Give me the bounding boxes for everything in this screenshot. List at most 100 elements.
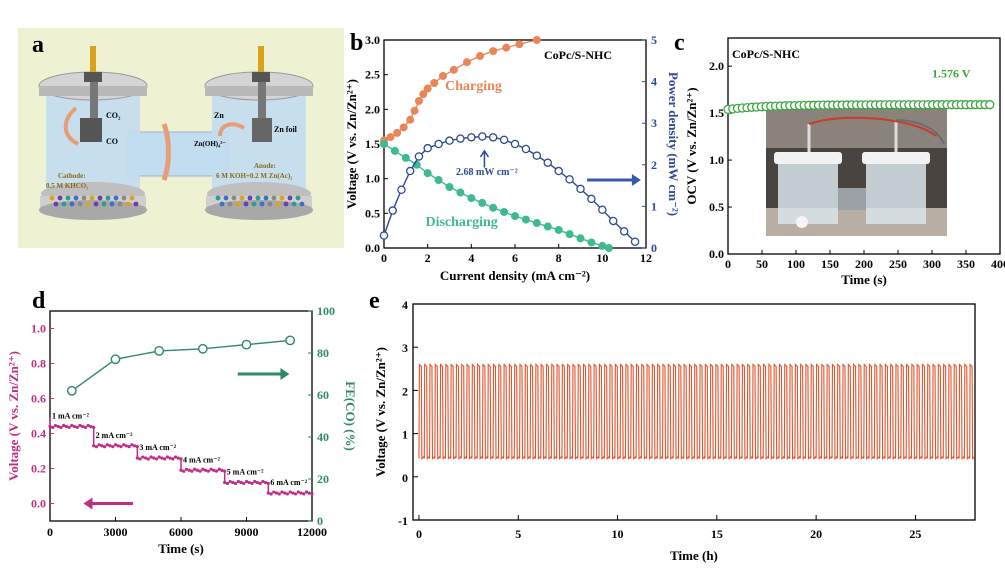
- y-left-axis-label: Voltage (V vs. Zn/Zn²⁺): [6, 351, 21, 481]
- x-tick-label: 0: [381, 251, 387, 265]
- ion-dot: [279, 195, 285, 201]
- voltage-step-point: [149, 455, 153, 459]
- discharging-point: [521, 215, 530, 224]
- y-right-tick-label: 1: [651, 199, 657, 213]
- charging-point: [515, 40, 524, 49]
- anode-lead: [258, 46, 264, 76]
- y-left-tick-label: 0.8: [31, 357, 46, 371]
- charging-point: [430, 78, 439, 87]
- ion-dot: [65, 195, 71, 201]
- ion-dot: [235, 201, 241, 207]
- x-tick-label: 0: [416, 527, 422, 541]
- voltage-step-point: [171, 457, 175, 461]
- y-left-tick-label: 1.0: [365, 172, 380, 186]
- cycling-voltage-trace: [418, 363, 975, 460]
- ion-dot: [61, 201, 67, 207]
- fe-axis-arrowhead-icon: [280, 368, 290, 380]
- fe-co-point: [241, 339, 252, 350]
- voltage-step-point: [193, 467, 197, 471]
- step-current-label: 3 mA cm⁻²: [139, 443, 176, 452]
- step-current-label: 1 mA cm⁻²: [52, 412, 89, 421]
- discharging-point: [511, 212, 519, 221]
- ion-dot: [215, 195, 221, 201]
- y-tick-label: 0: [402, 471, 408, 485]
- x-tick-label: 4: [468, 251, 474, 265]
- voltage-step-point: [280, 490, 284, 494]
- voltage-step-point: [102, 445, 107, 449]
- discharging-point: [554, 225, 563, 234]
- fe-co-point: [110, 354, 121, 365]
- ion-transport-arrow: [161, 123, 171, 181]
- ion-dot: [251, 201, 257, 207]
- ion-dot: [85, 201, 91, 207]
- y-left-tick-label: 0.6: [31, 392, 46, 406]
- zn-label: Zn: [214, 111, 224, 120]
- series-line-discharging: [383, 143, 610, 249]
- fe-co-point: [197, 343, 208, 354]
- power-density-point: [397, 185, 406, 195]
- y-left-tick-label: 0.4: [31, 427, 46, 441]
- voltage-step-point: [141, 455, 145, 459]
- ion-dot: [57, 195, 63, 201]
- ion-dot: [227, 201, 233, 207]
- charging-point: [406, 115, 415, 124]
- power-density-point: [414, 152, 424, 161]
- ion-dot: [113, 195, 119, 201]
- x-tick-label: 3000: [104, 525, 128, 539]
- charging-point: [489, 47, 498, 56]
- charging-point: [449, 65, 458, 74]
- voltage-step-point: [59, 425, 63, 430]
- power-density-point: [477, 132, 487, 141]
- x-tick-label: 100: [787, 257, 805, 271]
- discharging-point: [434, 176, 443, 185]
- voltage-step-point: [203, 468, 208, 472]
- cathode-electrolyte-label: 0.5 M KHCO₃: [46, 182, 88, 190]
- salt-bridge: [127, 131, 229, 177]
- ion-dot: [299, 201, 305, 207]
- ion-dot: [121, 195, 127, 201]
- voltage-step-point: [291, 491, 295, 495]
- voltage-step-point: [294, 492, 298, 496]
- panel-d-rate-chart: d 0 3000 6000 9000 12000 0.0 0.2 0.4 0.6 0.8 1.0 0 2…: [0, 286, 365, 577]
- co-label: CO: [106, 137, 118, 146]
- power-density-point: [388, 206, 397, 215]
- discharging-point: [543, 222, 552, 231]
- voltage-step-point: [285, 492, 290, 496]
- discharging-point: [604, 244, 613, 252]
- discharging-point: [401, 153, 410, 162]
- panel-label-a: a: [32, 32, 44, 58]
- voltage-step-point: [299, 491, 303, 495]
- y-left-tick-label: 0.0: [31, 497, 46, 511]
- ion-dot: [243, 201, 249, 207]
- power-density-point: [630, 237, 640, 247]
- y-right-tick-label: 80: [317, 346, 329, 360]
- ion-dot: [97, 195, 103, 201]
- ion-dot: [49, 195, 55, 201]
- voltage-step-point: [81, 424, 85, 429]
- x-tick-label: 12000: [297, 525, 327, 539]
- cell-photo: [766, 108, 947, 236]
- voltage-step-point: [220, 468, 224, 472]
- x-tick-label: 300: [923, 257, 941, 271]
- ion-dot: [89, 195, 95, 201]
- panel-label-e: e: [369, 288, 380, 314]
- power-density-point: [510, 139, 520, 149]
- voltage-step-point: [108, 444, 112, 448]
- discharging-point: [587, 238, 596, 247]
- ion-dot: [101, 201, 107, 207]
- sample-label: CoPc/S-NHC: [732, 47, 800, 61]
- power-density-point: [379, 231, 389, 240]
- ion-dot: [255, 195, 261, 201]
- voltage-step-point: [225, 481, 229, 486]
- y-right-tick-label: 0: [651, 241, 657, 255]
- charging-annotation: Charging: [445, 79, 502, 94]
- voltage-step-point: [62, 423, 66, 428]
- ion-dot: [283, 201, 289, 207]
- right-axis-arrowhead-icon: [631, 174, 641, 187]
- voltage-step-point: [212, 468, 216, 472]
- ion-dot: [295, 195, 301, 201]
- voltage-step-point: [97, 443, 101, 447]
- voltage-step-point: [100, 444, 104, 448]
- zn-foil-label: Zn foil: [274, 125, 298, 134]
- step-current-label: 4 mA cm⁻²: [183, 455, 220, 464]
